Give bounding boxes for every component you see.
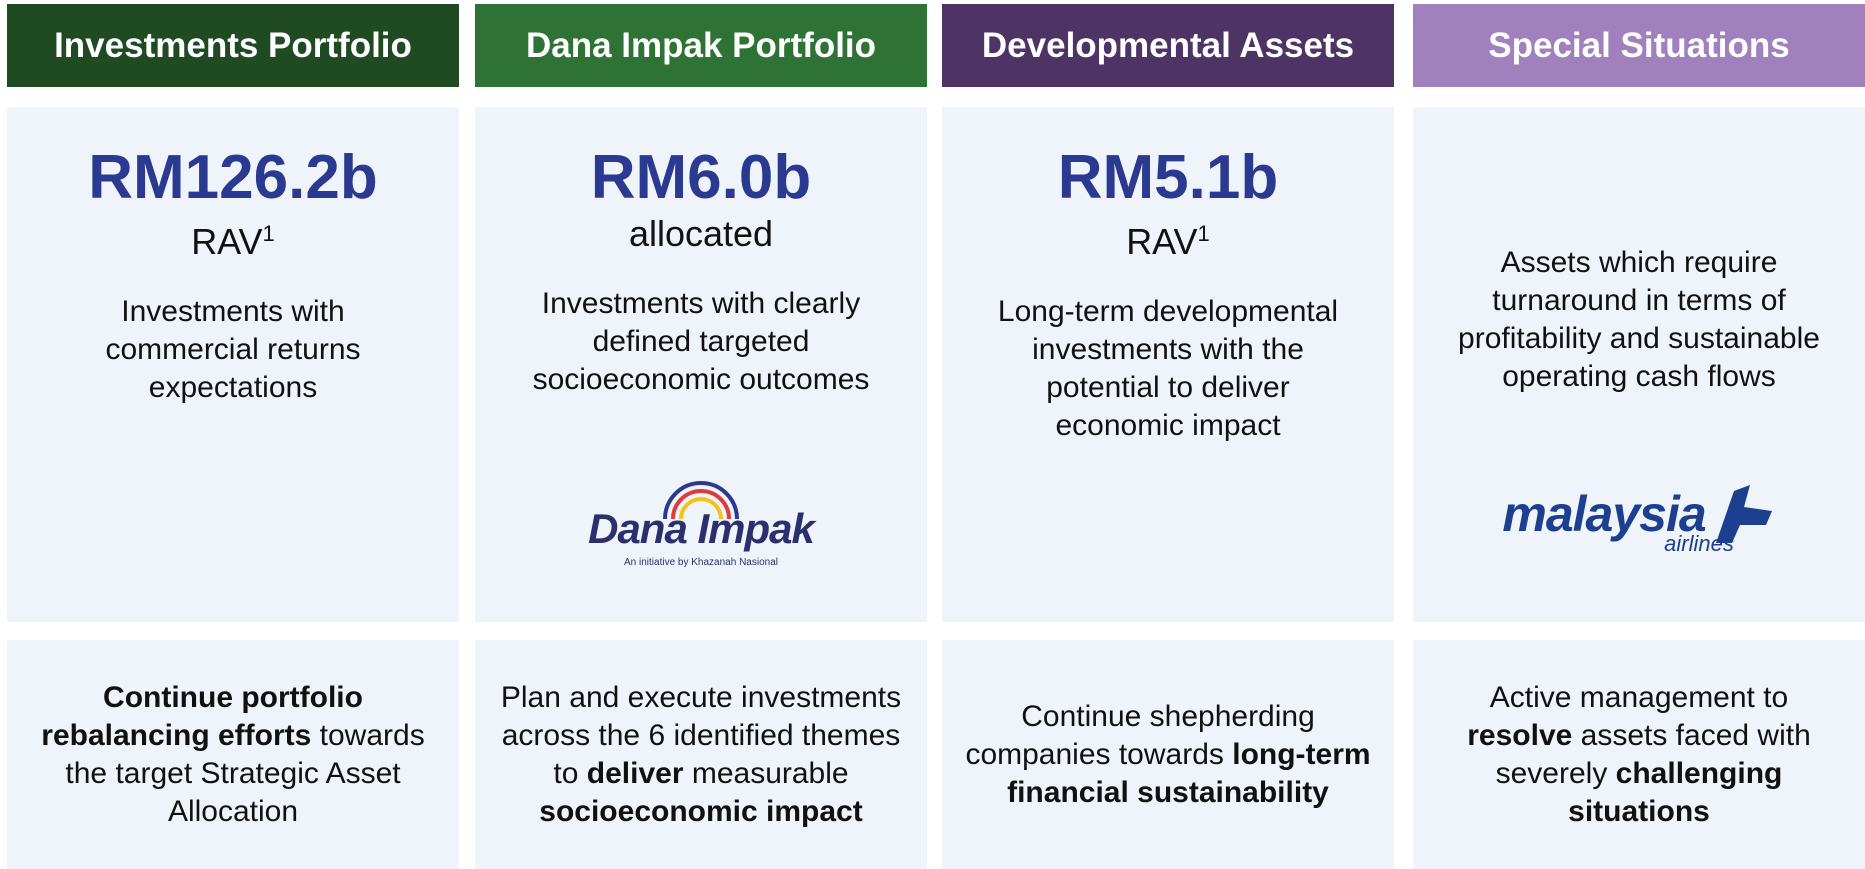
action-bold: Continue portfolio rebalancing efforts — [41, 680, 363, 752]
portfolio-column: Investments Portfolio RM126.2b RAV1 Investm… — [7, 0, 459, 869]
logo-tagline: An initiative by Khazanah Nasional — [624, 557, 778, 568]
portfolio-column: Dana Impak Portfolio RM6.0b allocated Inves… — [475, 0, 927, 869]
arc — [671, 489, 731, 519]
amount-label: RAV1 — [942, 213, 1394, 263]
action-text: Continue portfolio rebalancing efforts t… — [29, 679, 437, 831]
action-text: Continue shepherding companies towards l… — [964, 698, 1372, 812]
action-plain: Continue shepherding companies towards — [965, 699, 1315, 771]
action-box: Continue shepherding companies towards l… — [942, 640, 1394, 869]
amount: RM126.2b — [88, 143, 378, 212]
arc — [663, 481, 739, 519]
action-bold: deliver — [586, 756, 684, 790]
action-bold: long-term financial sustainability — [1007, 737, 1371, 809]
action-plain: towards the target Strategic Asset Alloc… — [65, 718, 425, 828]
action-plain: assets faced with severely — [1495, 718, 1811, 790]
action-plain: Active management to — [1489, 680, 1789, 714]
wing — [1715, 485, 1772, 543]
amount-label-text: RAV — [1126, 221, 1198, 262]
column-header: Investments Portfolio — [7, 4, 459, 87]
column-header: Dana Impak Portfolio — [475, 4, 927, 87]
column-header: Developmental Assets — [942, 4, 1394, 87]
footnote-mark: 1 — [1197, 221, 1210, 246]
dana-logo: Dana Impak An initiative by Khazanah Nasi… — [475, 463, 927, 568]
description: Investments with clearly defined targete… — [532, 287, 870, 396]
amount: RM5.1b — [1057, 143, 1279, 212]
description: Long-term developmental investments with… — [997, 295, 1339, 442]
column-header: Special Situations — [1413, 4, 1865, 87]
amount-label-text: allocated — [628, 213, 774, 254]
description: Assets which require turnaround in terms… — [1458, 246, 1820, 393]
amount-label: allocated — [475, 213, 927, 255]
summary-box: RM6.0b allocated Investments with clearly … — [475, 107, 927, 622]
portfolio-column: Special Situations Assets which require t… — [1413, 0, 1865, 869]
action-plain: Plan and execute investments across the … — [500, 680, 902, 790]
action-bold: socioeconomic impact — [539, 794, 863, 828]
action-box: Plan and execute investments across the … — [475, 640, 927, 869]
amount-label: RAV1 — [7, 213, 459, 263]
action-bold: resolve — [1467, 718, 1573, 752]
logo-arcs — [663, 481, 739, 519]
mas-logo: malaysia airlines — [1413, 485, 1865, 557]
logo-name: Dana Impak — [588, 505, 815, 552]
action-box: Continue portfolio rebalancing efforts t… — [7, 640, 459, 869]
action-box: Active management to resolve assets face… — [1413, 640, 1865, 869]
action-plain: measurable — [683, 756, 849, 790]
description: Investments with commercial returns expe… — [105, 295, 361, 404]
logo-wing — [1715, 485, 1772, 543]
action-bold: challenging situations — [1568, 756, 1783, 828]
action-text: Plan and execute investments across the … — [497, 679, 905, 831]
summary-box: RM5.1b RAV1 Long-term developmental invest… — [942, 107, 1394, 622]
logo-tagline: airlines — [1664, 531, 1734, 556]
summary-box: Assets which require turnaround in terms… — [1413, 107, 1865, 622]
footnote-mark: 1 — [262, 221, 275, 246]
summary-box: RM126.2b RAV1 Investments with commercial … — [7, 107, 459, 622]
portfolio-column: Developmental Assets RM5.1b RAV1 Long-term … — [942, 0, 1394, 869]
arc — [679, 497, 723, 519]
action-text: Active management to resolve assets face… — [1435, 679, 1843, 831]
logo-name: malaysia — [1502, 486, 1706, 542]
amount: RM6.0b — [590, 143, 812, 212]
amount-label-text: RAV — [191, 221, 263, 262]
